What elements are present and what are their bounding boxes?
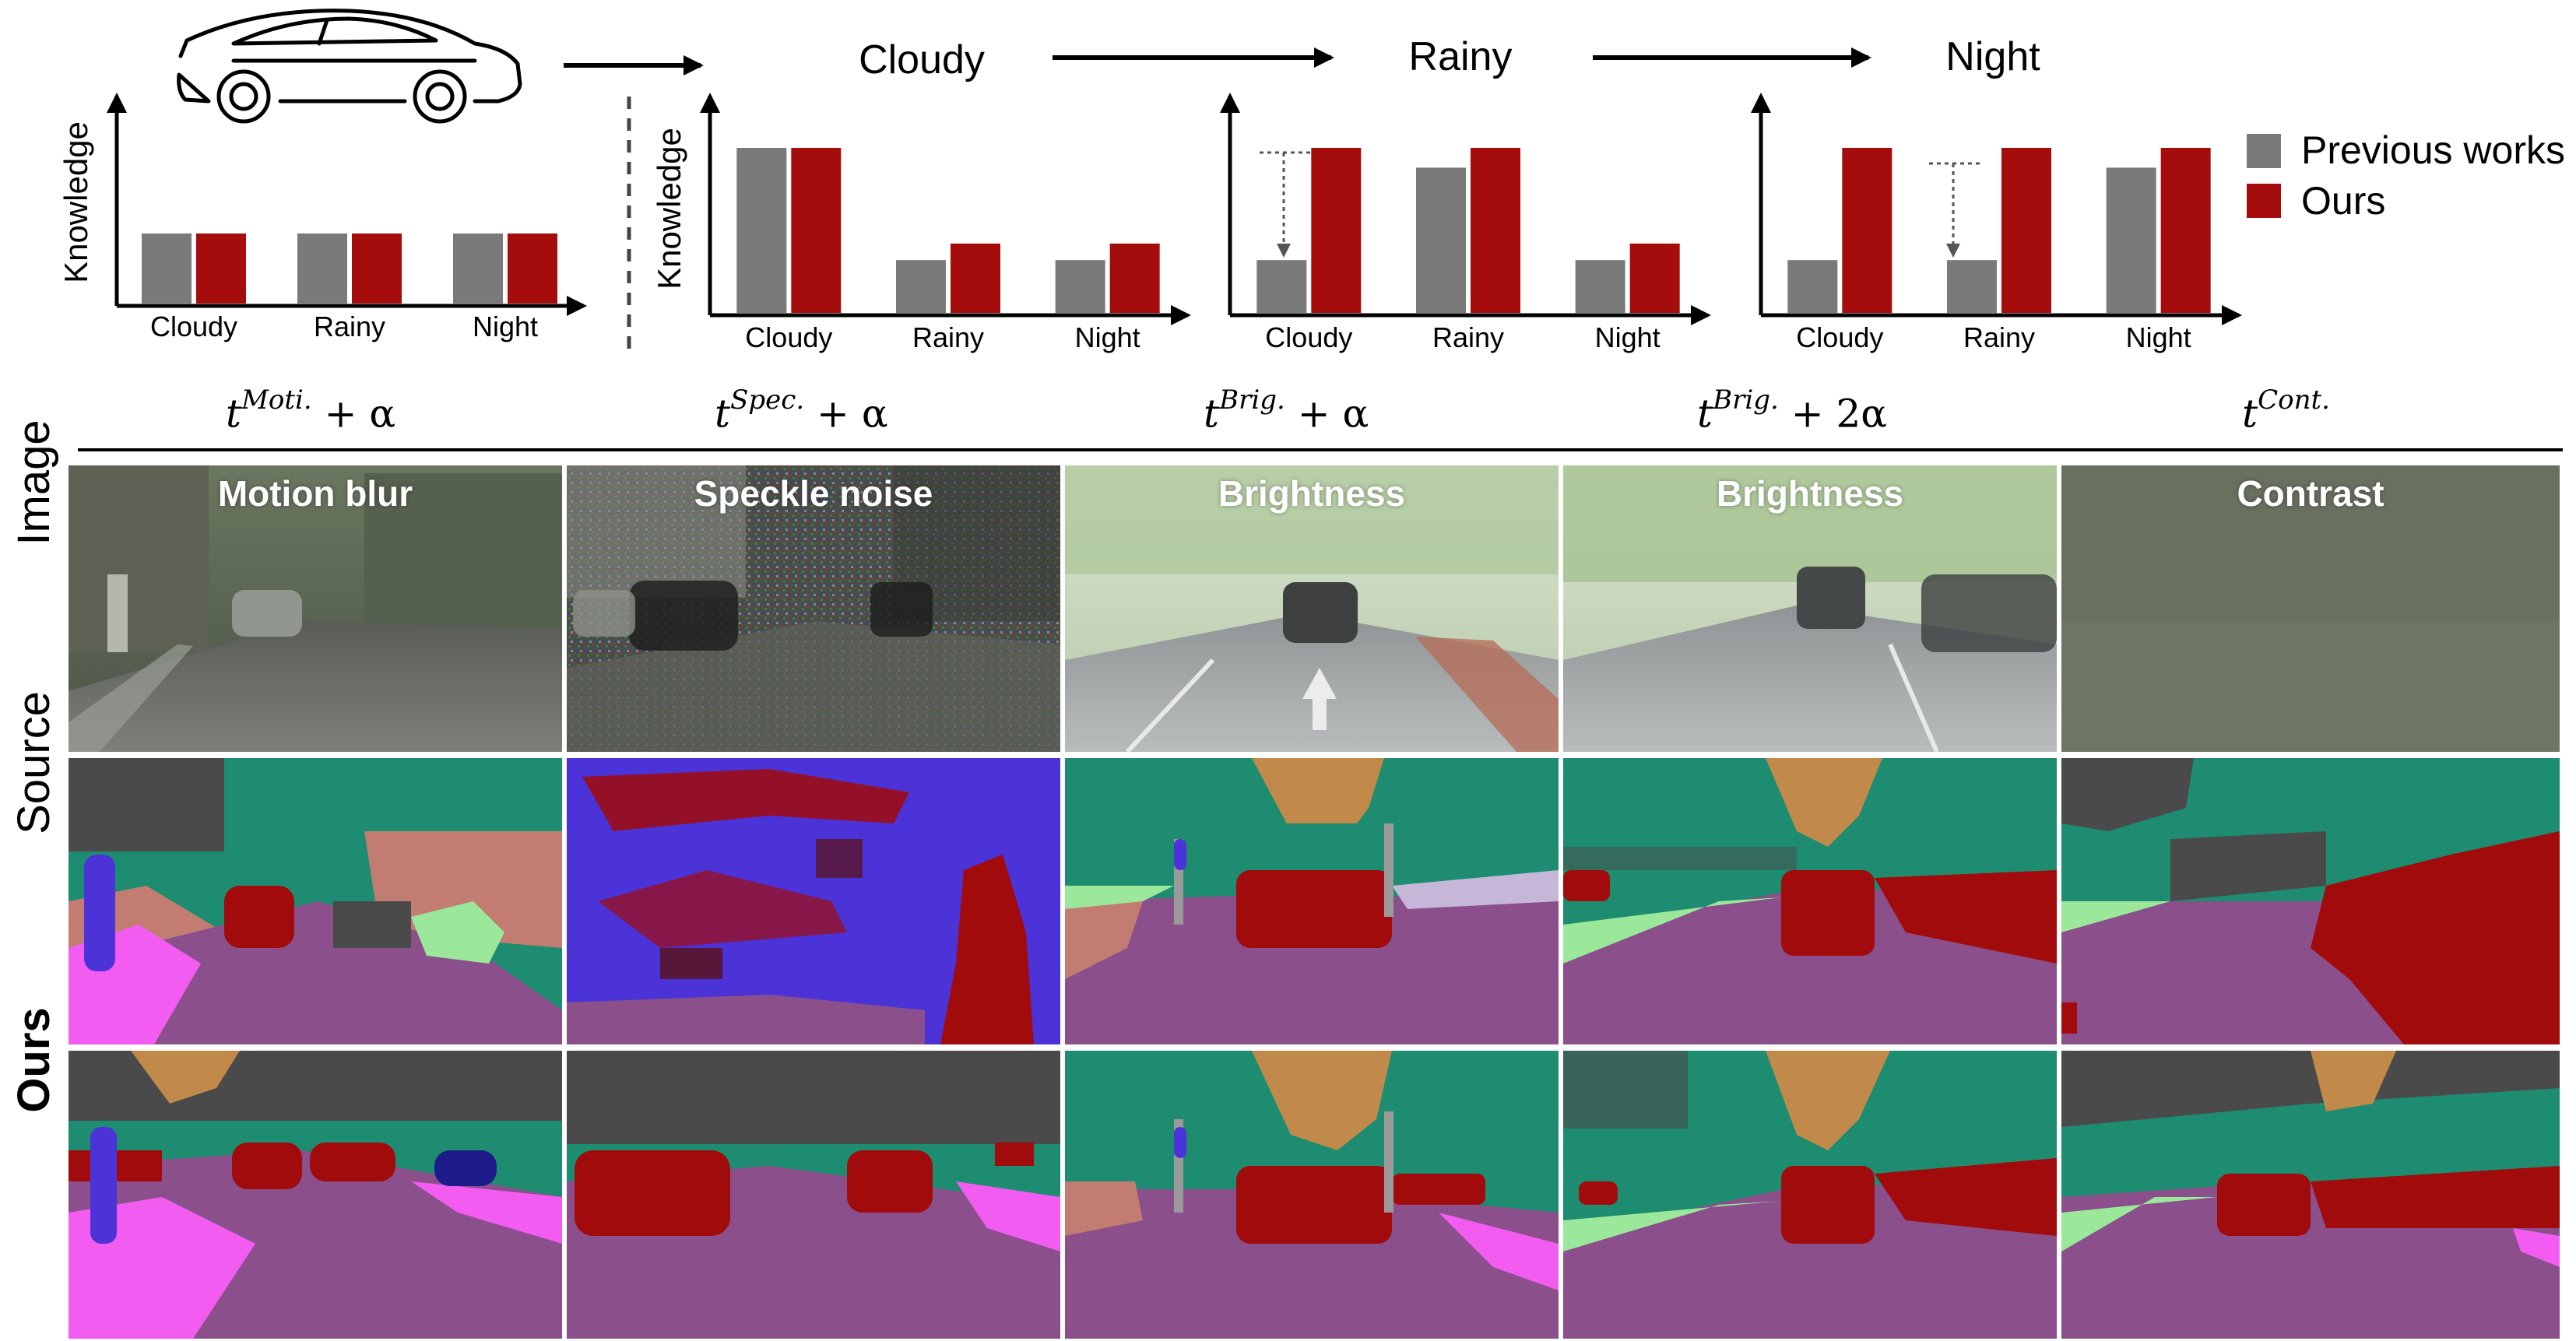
forgetting-arrow-2 xyxy=(1929,162,1982,258)
ours-seg-brightness xyxy=(1065,1051,1559,1339)
col-3-math-suffix: + 2α xyxy=(1791,391,1888,437)
chart-1-bar-rainy-ours xyxy=(951,243,1000,313)
chart-0-bar-cloudy-previous xyxy=(142,233,192,304)
chart-0-tick-label-rainy: Rainy xyxy=(314,311,385,342)
col-3-math-base: t xyxy=(1697,391,1713,437)
image-contrast xyxy=(2061,465,2560,752)
col-0-math-base: t xyxy=(226,391,242,437)
legend-swatch-ours xyxy=(2247,184,2281,218)
legend-label-ours: Ours xyxy=(2301,179,2385,223)
legend-swatch-previous xyxy=(2247,134,2281,168)
header-rule xyxy=(78,448,2563,451)
column-header-3: tBrig. + 2α xyxy=(1697,384,1888,437)
col-2-math-base: t xyxy=(1204,391,1220,437)
chart-0-bar-cloudy-ours xyxy=(196,233,246,304)
chart-3-bar-cloudy-previous xyxy=(1787,260,1838,313)
chart-2-bar-cloudy-previous xyxy=(1256,260,1307,313)
chart-2-tick-label-night: Night xyxy=(1595,321,1661,353)
chart-1-tick-label-rainy: Rainy xyxy=(912,321,984,353)
car-icon xyxy=(177,9,522,124)
continual-knowledge-diagram: Cloudy Rainy Night Knowledge Knowledge C… xyxy=(58,9,2565,353)
col-2-math-suffix: + α xyxy=(1297,391,1369,437)
panel-title-motion-blur: Motion blur xyxy=(218,473,413,514)
qualitative-grid: Motion blur Speckle noise Brightness Bri… xyxy=(69,465,2560,1339)
chart-3-bar-cloudy-ours xyxy=(1842,148,1892,313)
source-seg-brightness-2x xyxy=(1563,758,2057,1044)
column-header-2: tBrig. + α xyxy=(1204,384,1369,437)
chart-1-tick-label-night: Night xyxy=(1075,321,1140,353)
ours-seg-speckle-noise xyxy=(567,1051,1060,1339)
column-header-1: tSpec. + α xyxy=(715,384,888,437)
source-seg-brightness xyxy=(1065,758,1559,1044)
chart-1-bar-cloudy-ours xyxy=(791,148,842,313)
chart-2-bar-cloudy-ours xyxy=(1311,148,1362,313)
image-brightness xyxy=(1065,465,1559,754)
column-header-4: tCont. xyxy=(2242,384,2330,437)
panel-title-speckle-noise: Speckle noise xyxy=(694,473,933,514)
stage-label-rainy: Rainy xyxy=(1409,34,1513,79)
ours-seg-brightness-2x xyxy=(1563,1051,2057,1339)
chart-2-bar-night-previous xyxy=(1575,260,1625,313)
grid-dividers xyxy=(69,465,2560,1339)
col-1-math-sup: Spec. xyxy=(730,384,805,416)
chart-3-bar-night-ours xyxy=(2160,148,2211,313)
col-3-math-sup: Brig. xyxy=(1713,384,1779,416)
knowledge-bar-chart-3: Cloudy Rainy Night xyxy=(1751,93,2242,353)
row-label-source: Source xyxy=(9,691,59,834)
chart-0-tick-label-cloudy: Cloudy xyxy=(150,311,237,342)
image-brightness-2x xyxy=(1563,465,2057,753)
knowledge-bar-chart-1: Cloudy Rainy Night xyxy=(700,93,1191,353)
source-seg-speckle-noise xyxy=(567,758,1060,1044)
panel-title-contrast: Contrast xyxy=(2237,473,2384,514)
chart-1-bar-night-previous xyxy=(1055,260,1105,313)
chart-3-bar-rainy-previous xyxy=(1947,260,1997,313)
stage-label-night: Night xyxy=(1945,34,2040,79)
legend: Previous works Ours xyxy=(2247,128,2565,223)
col-4-math-base: t xyxy=(2242,391,2258,437)
col-0-math-sup: Moti. xyxy=(241,384,312,416)
chart-3-bar-night-previous xyxy=(2106,167,2156,313)
col-2-math-sup: Brig. xyxy=(1219,384,1285,416)
knowledge-bar-chart-2: Cloudy Rainy Night xyxy=(1220,93,1711,353)
source-seg-contrast xyxy=(2061,758,2560,1044)
col-4-math-sup: Cont. xyxy=(2258,384,2330,416)
y-axis-label-1: Knowledge xyxy=(651,128,687,290)
chart-1-bar-cloudy-previous xyxy=(736,148,787,313)
panel-title-brightness-2: Brightness xyxy=(1717,473,1903,514)
chart-1-bar-night-ours xyxy=(1109,243,1160,313)
row-label-image: Image xyxy=(9,420,59,546)
stage-label-cloudy: Cloudy xyxy=(859,37,985,82)
chart-3-tick-label-night: Night xyxy=(2126,321,2191,353)
chart-2-bar-rainy-ours xyxy=(1471,148,1520,313)
column-header-0: tMoti. + α xyxy=(226,384,396,437)
chart-0-tick-label-night: Night xyxy=(473,311,538,342)
chart-0-bar-night-previous xyxy=(453,233,503,304)
col-1-math-base: t xyxy=(715,391,731,437)
chart-0-bar-rainy-previous xyxy=(297,233,347,304)
chart-2-tick-label-cloudy: Cloudy xyxy=(1265,321,1352,353)
panel-title-brightness: Brightness xyxy=(1218,473,1405,514)
chart-2-bar-rainy-previous xyxy=(1416,167,1466,313)
row-label-ours: Ours xyxy=(9,1007,59,1113)
chart-3-bar-rainy-ours xyxy=(2001,148,2051,313)
legend-label-previous: Previous works xyxy=(2301,128,2565,172)
chart-3-tick-label-rainy: Rainy xyxy=(1963,321,2035,353)
image-motion-blur xyxy=(69,465,562,752)
y-axis-label-0: Knowledge xyxy=(58,121,94,283)
col-1-math-suffix: + α xyxy=(817,391,888,437)
chart-2-bar-night-ours xyxy=(1629,243,1680,313)
ours-seg-contrast xyxy=(2061,1051,2560,1339)
ours-seg-motion-blur xyxy=(69,1051,562,1339)
image-speckle-noise xyxy=(567,465,1060,752)
chart-3-tick-label-cloudy: Cloudy xyxy=(1796,321,1883,353)
chart-1-tick-label-cloudy: Cloudy xyxy=(745,321,832,353)
source-seg-motion-blur xyxy=(69,758,562,1044)
forgetting-arrow-1 xyxy=(1260,151,1313,258)
chart-0-bar-rainy-ours xyxy=(352,233,402,304)
chart-2-tick-label-rainy: Rainy xyxy=(1432,321,1504,353)
col-0-math-suffix: + α xyxy=(324,391,396,437)
chart-0-bar-night-ours xyxy=(508,233,557,304)
knowledge-bar-chart-0: Cloudy Rainy Night xyxy=(107,93,587,342)
chart-1-bar-rainy-previous xyxy=(896,260,946,313)
